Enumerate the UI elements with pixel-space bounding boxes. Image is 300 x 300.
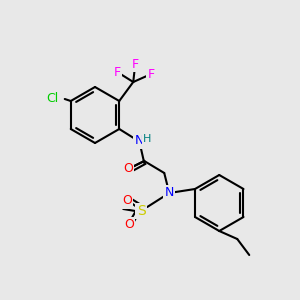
Text: H: H <box>143 134 152 144</box>
Text: N: N <box>135 134 144 148</box>
Text: O: O <box>124 218 134 232</box>
Text: O: O <box>122 194 132 208</box>
Text: N: N <box>165 187 174 200</box>
Text: F: F <box>114 65 121 79</box>
Text: S: S <box>137 204 146 218</box>
Text: O: O <box>123 163 133 176</box>
Text: F: F <box>132 58 139 70</box>
Text: F: F <box>148 68 155 80</box>
Text: Cl: Cl <box>46 92 59 106</box>
